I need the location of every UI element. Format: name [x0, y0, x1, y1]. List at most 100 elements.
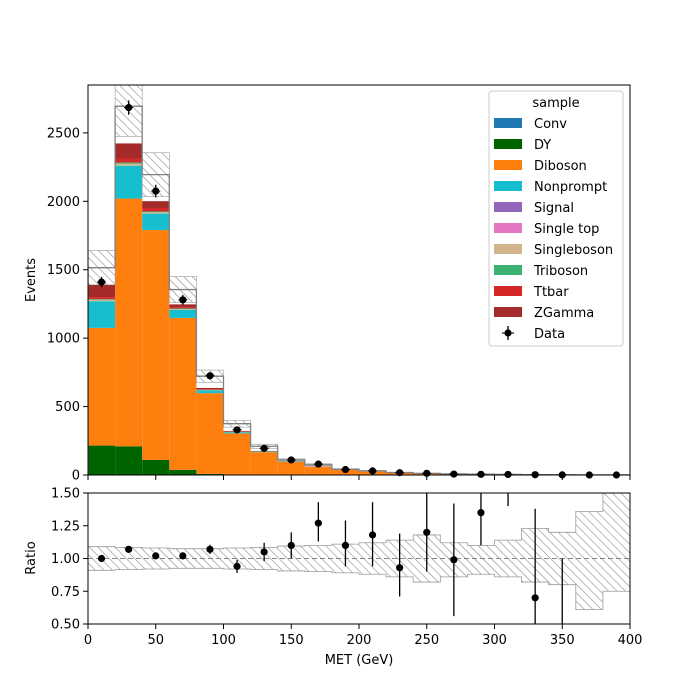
ratio-points [97, 493, 563, 624]
legend-swatch-signal [494, 202, 522, 212]
ratio-xtick-label-0: 0 [84, 633, 92, 648]
legend-swatch-dy [494, 139, 522, 149]
bar-diboson-bin-5 [223, 433, 251, 475]
bar-dy-bin-1 [115, 446, 143, 475]
bar-zgamma-bin-3 [169, 304, 197, 308]
ratio-point-0 [97, 554, 106, 563]
ratio-point-16 [531, 594, 539, 602]
legend-swatch-single-top [494, 223, 522, 233]
legend-swatch-diboson [494, 160, 522, 170]
ratio-point-7 [287, 541, 295, 550]
bar-diboson-bin-3 [169, 317, 197, 470]
data-point-2 [152, 187, 160, 195]
main-y-ticks: 0 500 1000 1500 2000 2500 [47, 126, 88, 484]
data-point-10 [368, 467, 377, 475]
data-point-9 [341, 465, 350, 474]
data-point-3 [179, 296, 187, 304]
bar-nonprompt-bin-4 [196, 390, 224, 394]
main-y-axis-label: Events [24, 258, 39, 302]
bar-ttbar-bin-0 [88, 297, 116, 300]
ratio-uncertainty-band [88, 493, 630, 610]
bar-ttbar-bin-2 [142, 208, 170, 212]
bar-triboson-bin-0 [88, 299, 116, 300]
ratio-point-10 [368, 531, 377, 539]
data-point-13 [450, 470, 458, 478]
bar-dy-bin-4 [196, 473, 224, 475]
bar-nonprompt-bin-2 [142, 213, 170, 231]
bar-diboson-bin-0 [88, 327, 116, 446]
bar-singleboson-bin-1 [115, 163, 143, 166]
ratio-band-path [88, 493, 630, 610]
bar-dy-bin-0 [88, 445, 116, 475]
data-points [97, 100, 621, 479]
stacked-histogram [88, 143, 630, 475]
main-ytick-label-5: 2500 [47, 126, 80, 141]
legend-label-dy: DY [534, 138, 551, 153]
ratio-xtick-label-3: 150 [279, 633, 304, 648]
legend-swatch-conv [494, 118, 522, 128]
legend-label-single-top: Single top [534, 222, 599, 237]
ratio-point-4 [206, 545, 214, 553]
ratio-point-9 [341, 541, 350, 550]
ratio-point-6 [260, 548, 268, 556]
main-ytick-label-0: 0 [72, 469, 80, 484]
bar-ttbar-bin-3 [169, 307, 197, 309]
ratio-xtick-label-5: 250 [414, 633, 439, 648]
bar-triboson-bin-1 [115, 162, 143, 164]
main-ytick-label-2: 1000 [47, 332, 80, 347]
ratio-point-8 [314, 519, 322, 527]
bar-diboson-bin-2 [142, 230, 170, 460]
data-point-11 [396, 469, 404, 477]
data-point-7 [287, 456, 295, 464]
data-point-8 [314, 460, 322, 468]
legend-swatch-singleboson [494, 244, 522, 254]
ratio-point-1 [125, 545, 133, 553]
ratio-panel: 0.50 0.75 1.00 1.25 1.50 0 50 100 150 200 250 300 3… [24, 487, 643, 669]
legend-label-ttbar: Ttbar [533, 285, 569, 300]
bar-diboson-bin-8 [304, 466, 332, 475]
bar-nonprompt-bin-1 [115, 165, 143, 199]
legend-box [488, 90, 624, 347]
ratio-xtick-label-7: 350 [550, 633, 575, 648]
legend-swatch-nonprompt [494, 181, 522, 191]
bar-dy-bin-2 [142, 459, 170, 475]
bar-zgamma-bin-1 [115, 143, 143, 159]
ratio-xtick-label-1: 50 [147, 633, 164, 648]
ratio-xtick-label-8: 400 [618, 633, 643, 648]
ratio-y-ticks: 0.50 0.75 1.00 1.25 1.50 [51, 487, 88, 633]
bar-zgamma-bin-2 [142, 201, 170, 209]
ratio-point-2 [152, 552, 160, 560]
legend-data-marker [504, 329, 512, 337]
bar-triboson-bin-2 [142, 211, 170, 213]
ratio-point-3 [179, 552, 187, 560]
ratio-point-13 [450, 556, 458, 564]
ratio-point-5 [233, 562, 241, 570]
data-point-4 [206, 372, 214, 380]
data-point-5 [233, 426, 241, 434]
ratio-point-12 [423, 528, 431, 536]
legend-label-zgamma: ZGamma [534, 306, 594, 321]
bar-triboson-bin-3 [169, 308, 197, 310]
legend: sample Conv DY Diboson Nonprompt Signal Singl… [488, 90, 624, 347]
legend-label-conv: Conv [534, 117, 567, 132]
bar-singleboson-bin-3 [169, 309, 197, 310]
bar-diboson-bin-7 [277, 461, 305, 475]
bar-ttbar-bin-1 [115, 158, 143, 163]
data-point-14 [477, 470, 485, 478]
main-ytick-label-1: 500 [55, 400, 80, 415]
data-point-6 [260, 444, 268, 452]
legend-label-signal: Signal [534, 201, 574, 216]
ratio-xtick-label-6: 300 [482, 633, 507, 648]
legend-swatch-zgamma [494, 307, 522, 317]
ratio-y-axis-label: Ratio [24, 541, 39, 574]
ratio-ytick-label-3: 1.25 [51, 519, 80, 534]
data-point-0 [97, 278, 106, 286]
legend-label-triboson: Triboson [533, 264, 588, 279]
data-point-1 [125, 103, 133, 112]
bar-diboson-bin-1 [115, 198, 143, 447]
ratio-ytick-label-2: 1.00 [51, 552, 80, 567]
legend-swatch-ttbar [494, 286, 522, 296]
bar-dy-bin-3 [169, 469, 197, 475]
bar-zgamma-bin-4 [196, 387, 224, 390]
